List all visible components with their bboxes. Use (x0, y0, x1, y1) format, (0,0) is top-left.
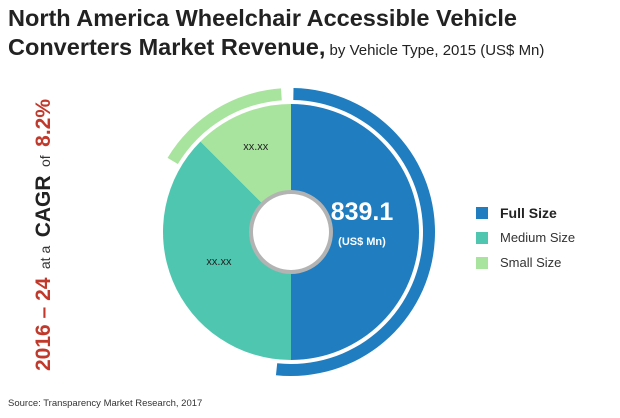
legend-swatch-medium-size (476, 231, 488, 244)
legend-label-medium-size: Medium Size (500, 230, 576, 245)
donut-slice-medium-size (163, 141, 291, 360)
chart-title-sub: by Vehicle Type, 2015 (US$ Mn) (325, 42, 545, 59)
source-note: Source: Transparency Market Research, 20… (8, 398, 203, 409)
cagr-of: of (37, 155, 53, 167)
legend-item-small-size: Small Size (476, 250, 575, 275)
donut-hole (253, 194, 329, 270)
legend-swatch-small-size (476, 256, 488, 269)
chart-title: North America Wheelchair Accessible Vehi… (8, 4, 614, 65)
cagr-label: CAGR (32, 175, 55, 237)
center-unit-label: (US$ Mn) (338, 236, 386, 248)
outer-arc-small-size (167, 88, 282, 165)
cagr-annotation: 2016 – 24 at a CAGR of 8.2% (32, 99, 55, 371)
legend-swatch-full-size (476, 206, 488, 219)
data-label-medium-size: xx.xx (206, 256, 232, 268)
legend-label-small-size: Small Size (500, 255, 562, 270)
legend-label-full-size: Full Size (500, 204, 557, 221)
cagr-at-a: at a (37, 246, 53, 270)
cagr-value: 8.2% (32, 99, 55, 147)
legend-item-full-size: Full Size (476, 200, 575, 225)
chart-legend: Full Size Medium Size Small Size (476, 200, 575, 275)
data-label-small-size: xx.xx (243, 141, 269, 153)
svg-text:2016 – 24 at a CAGR: 2016 – 24 at a CAGR of 8.2% (32, 99, 55, 371)
center-value-label: 839.1 (331, 198, 394, 226)
chart-title-main: North America Wheelchair Accessible Vehi… (8, 5, 517, 60)
donut-slice-full-size (291, 104, 419, 360)
legend-item-medium-size: Medium Size (476, 225, 575, 250)
cagr-period: 2016 – 24 (32, 277, 55, 371)
